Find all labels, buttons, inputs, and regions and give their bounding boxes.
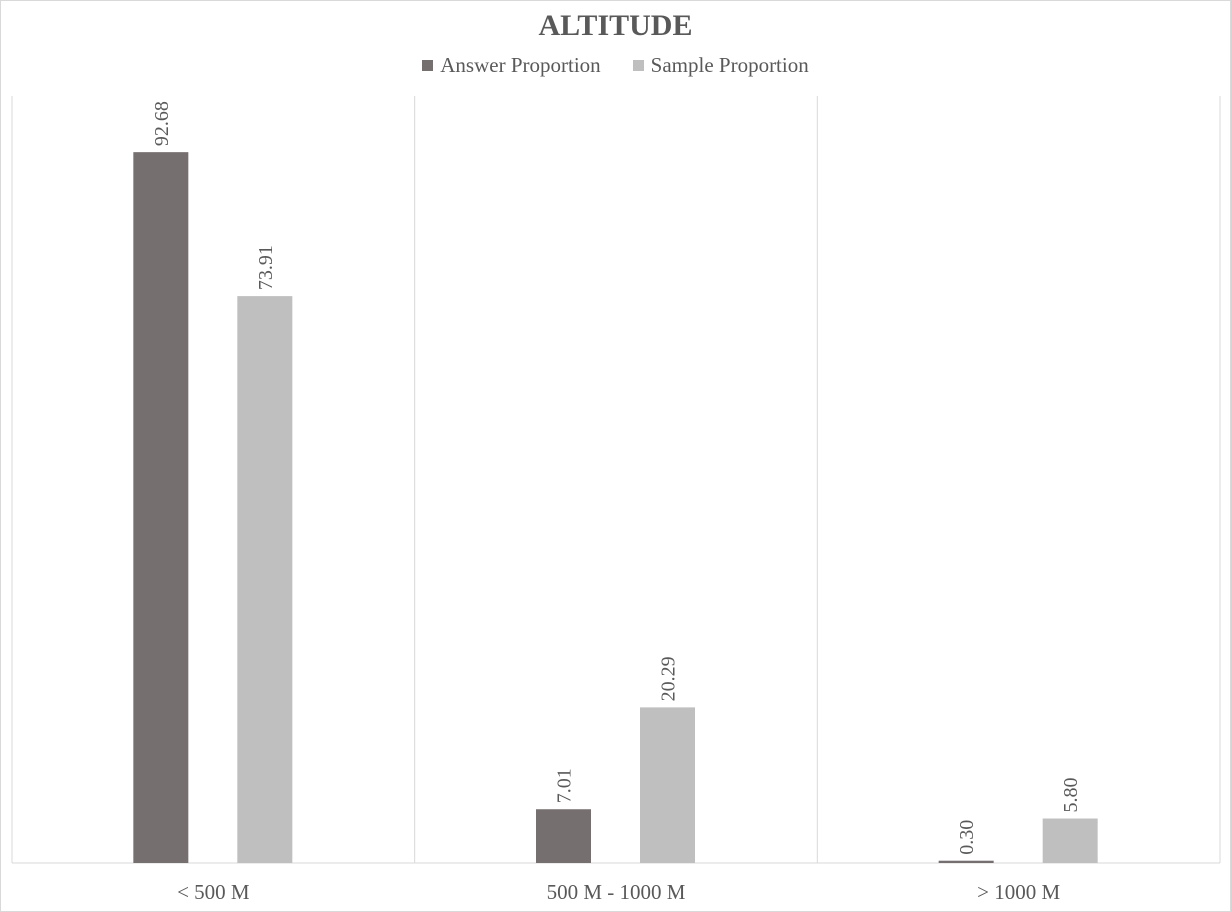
- bar-answer: [938, 860, 994, 863]
- legend-label-sample: Sample Proportion: [650, 53, 809, 77]
- data-label: 20.29: [658, 656, 680, 701]
- chart-title: ALTITUDE: [538, 9, 693, 42]
- x-tick-label: > 1000 M: [977, 880, 1060, 904]
- x-tick-label: < 500 M: [177, 880, 250, 904]
- legend-swatch-sample: [632, 60, 644, 71]
- data-label: 7.01: [554, 768, 576, 803]
- legend-item-sample: Sample Proportion: [632, 53, 809, 78]
- bar-answer: [536, 809, 591, 863]
- legend-item-answer: Answer Proportion: [422, 53, 601, 78]
- data-label: 73.91: [255, 245, 277, 290]
- bar-answer: [133, 152, 189, 863]
- bar-sample: [640, 707, 695, 863]
- legend-swatch-answer: [422, 60, 434, 71]
- legend: Answer Proportion Sample Proportion: [1, 53, 1230, 78]
- bar-sample: [1042, 818, 1098, 863]
- legend-label-answer: Answer Proportion: [440, 53, 601, 77]
- bar-sample: [237, 296, 293, 863]
- data-label: 92.68: [151, 101, 173, 146]
- data-label: 5.80: [1060, 778, 1082, 813]
- data-label: 0.30: [956, 820, 978, 855]
- x-tick-label: 500 M - 1000 M: [547, 880, 686, 904]
